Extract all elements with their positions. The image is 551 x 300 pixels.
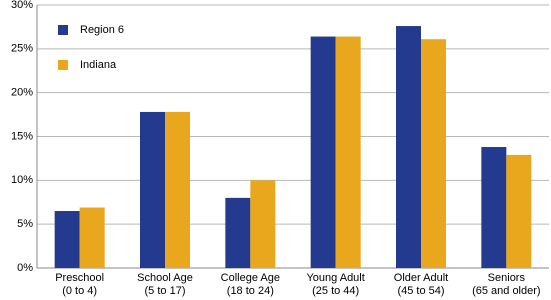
bar: [250, 180, 276, 268]
y-tick-label: 5%: [17, 218, 33, 230]
bar: [140, 111, 165, 268]
bar: [165, 111, 190, 268]
bar: [481, 147, 507, 268]
bar: [225, 197, 251, 268]
y-tick-label: 25%: [11, 43, 33, 55]
x-tick-label: College Age (18 to 24): [220, 272, 280, 297]
y-tick-label: 15%: [11, 130, 33, 142]
bar: [310, 36, 336, 269]
bar: [506, 154, 532, 268]
x-tick-label: Preschool (0 to 4): [55, 272, 105, 297]
y-tick-label: 20%: [11, 87, 33, 99]
x-tick-label: School Age (5 to 17): [137, 272, 193, 297]
legend-label: Indiana: [80, 59, 117, 71]
legend-label: Region 6: [80, 24, 124, 36]
y-tick-label: 10%: [11, 174, 33, 186]
legend-swatch: [58, 25, 68, 35]
legend-swatch: [58, 60, 68, 70]
bar: [396, 26, 421, 269]
bar: [54, 211, 80, 268]
bar: [421, 39, 446, 268]
x-tick-label: Young Adult (25 to 44): [306, 272, 365, 297]
x-tick-label: Older Adult (45 to 54): [393, 272, 449, 297]
x-tick-label: Seniors (65 and older): [472, 272, 541, 297]
bar: [335, 36, 361, 269]
y-tick-label: 30%: [11, 0, 33, 11]
bar: [79, 207, 105, 268]
y-tick-label: 0%: [17, 262, 33, 274]
